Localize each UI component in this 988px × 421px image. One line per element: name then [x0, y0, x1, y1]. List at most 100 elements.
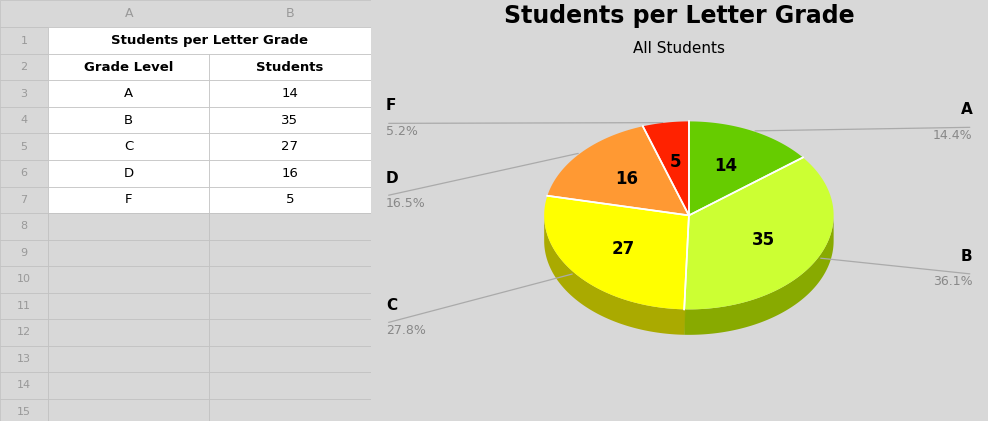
Text: 15: 15: [17, 407, 31, 417]
Polygon shape: [685, 157, 834, 309]
Text: 8: 8: [21, 221, 28, 231]
Polygon shape: [685, 216, 834, 335]
Bar: [48, 399, 209, 421]
Bar: [0, 107, 48, 133]
Bar: [0, 293, 48, 319]
Bar: [48, 372, 209, 399]
Text: 5: 5: [670, 152, 681, 171]
Text: B: B: [961, 249, 972, 264]
Polygon shape: [547, 126, 689, 216]
Text: 27: 27: [282, 140, 298, 153]
Bar: [0, 160, 48, 187]
Bar: [209, 372, 370, 399]
Bar: [209, 160, 370, 187]
Bar: [48, 319, 209, 346]
Bar: [209, 293, 370, 319]
Text: 5: 5: [286, 193, 294, 206]
Text: 16: 16: [615, 170, 638, 188]
Bar: [0, 27, 48, 54]
Text: 35: 35: [282, 114, 298, 127]
Bar: [209, 107, 370, 133]
Bar: [209, 319, 370, 346]
Polygon shape: [544, 216, 685, 335]
Text: D: D: [386, 171, 398, 186]
Bar: [0, 0, 370, 27]
Text: B: B: [286, 7, 294, 20]
Bar: [209, 266, 370, 293]
Text: F: F: [386, 98, 396, 113]
Polygon shape: [685, 216, 689, 335]
Text: 11: 11: [17, 301, 31, 311]
Bar: [48, 346, 209, 372]
Text: 27: 27: [612, 240, 634, 258]
Bar: [209, 399, 370, 421]
Text: F: F: [125, 193, 132, 206]
Bar: [0, 240, 48, 266]
Bar: [209, 80, 370, 107]
Text: 7: 7: [21, 195, 28, 205]
Text: 14.4%: 14.4%: [933, 128, 972, 141]
Text: 35: 35: [752, 231, 776, 249]
Bar: [0, 213, 48, 240]
Text: Students: Students: [256, 61, 324, 74]
Text: 14: 14: [282, 87, 298, 100]
Text: D: D: [124, 167, 133, 180]
Text: 2: 2: [21, 62, 28, 72]
Text: Students per Letter Grade: Students per Letter Grade: [504, 4, 855, 28]
Bar: [209, 240, 370, 266]
Bar: [48, 266, 209, 293]
Text: 13: 13: [17, 354, 31, 364]
Text: 4: 4: [21, 115, 28, 125]
Bar: [0, 133, 48, 160]
Bar: [209, 187, 370, 213]
Bar: [48, 187, 209, 213]
Text: 16: 16: [282, 167, 298, 180]
Text: A: A: [960, 102, 972, 117]
Bar: [48, 107, 209, 133]
Bar: [0, 54, 48, 80]
Bar: [209, 213, 370, 240]
Text: 27.8%: 27.8%: [386, 325, 426, 337]
Bar: [0, 187, 48, 213]
Polygon shape: [685, 216, 689, 335]
Bar: [48, 133, 209, 160]
Text: 10: 10: [17, 274, 31, 284]
Bar: [48, 240, 209, 266]
Bar: [48, 160, 209, 187]
Bar: [48, 80, 209, 107]
Bar: [0, 372, 48, 399]
Bar: [0, 346, 48, 372]
Text: All Students: All Students: [633, 41, 725, 56]
Text: Grade Level: Grade Level: [84, 61, 174, 74]
Polygon shape: [544, 196, 689, 309]
Text: 14: 14: [17, 381, 32, 390]
Text: 36.1%: 36.1%: [933, 275, 972, 288]
Text: Students per Letter Grade: Students per Letter Grade: [111, 34, 308, 47]
Bar: [0, 80, 48, 107]
Bar: [48, 27, 370, 54]
Text: 3: 3: [21, 89, 28, 99]
Bar: [48, 54, 209, 80]
Text: A: A: [124, 87, 133, 100]
Bar: [0, 399, 48, 421]
Text: 14: 14: [714, 157, 737, 176]
Bar: [0, 319, 48, 346]
Text: C: C: [124, 140, 133, 153]
Text: A: A: [124, 7, 133, 20]
Bar: [209, 54, 370, 80]
Text: 1: 1: [21, 36, 28, 45]
Text: B: B: [124, 114, 133, 127]
Text: 12: 12: [17, 328, 32, 337]
Text: 9: 9: [21, 248, 28, 258]
Bar: [48, 213, 209, 240]
Text: 16.5%: 16.5%: [386, 197, 426, 210]
Bar: [0, 266, 48, 293]
Polygon shape: [643, 121, 689, 216]
Text: 6: 6: [21, 168, 28, 178]
Bar: [48, 293, 209, 319]
Text: C: C: [386, 298, 397, 313]
Text: 5.2%: 5.2%: [386, 125, 418, 138]
Text: 5: 5: [21, 142, 28, 152]
Bar: [209, 133, 370, 160]
Polygon shape: [689, 121, 803, 216]
